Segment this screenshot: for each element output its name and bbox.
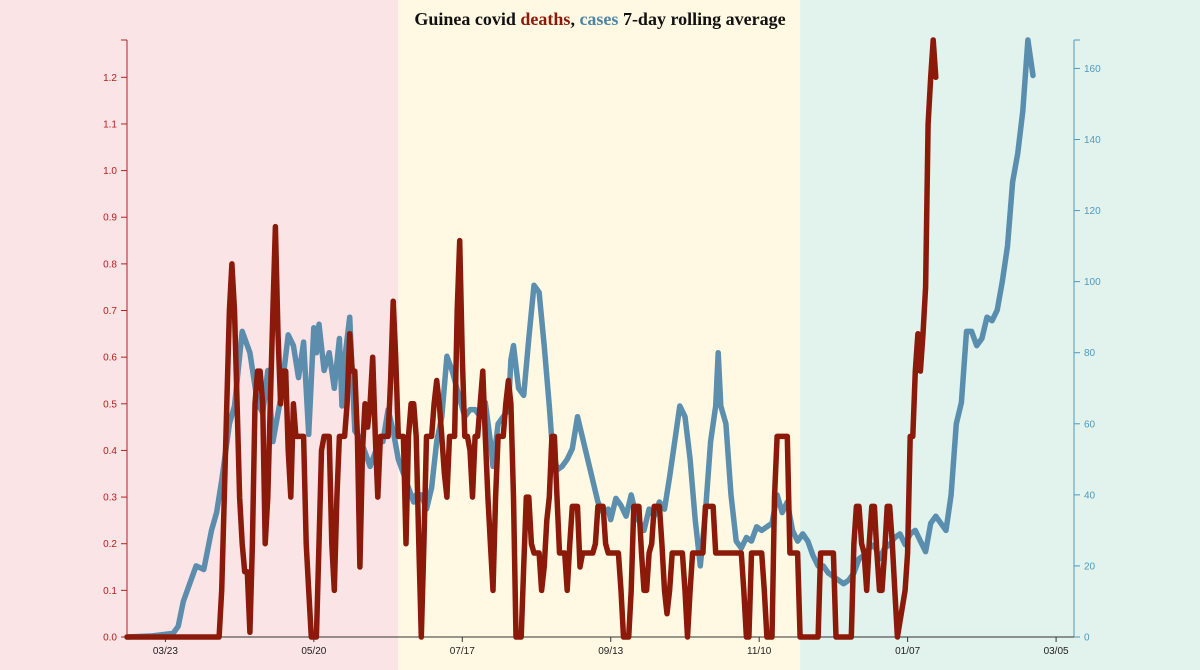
right-axis-tick-label: 80 [1084,348,1096,359]
title-separator: , [570,9,579,29]
left-axis-tick-label: 0.7 [103,306,117,317]
left-axis-tick-label: 0.3 [103,493,117,504]
x-axis: 03/23 05/20 07/17 09/13 11/10 01/07 03/05 [127,636,1074,657]
background-band-2 [398,0,801,670]
background-band-3 [800,0,1200,670]
left-axis-tick-label: 0.5 [103,399,117,410]
left-axis-tick-label: 0.9 [103,213,117,224]
x-axis-tick-label: 05/20 [301,646,326,657]
chart-title: Guinea covid deaths, cases 7-day rolling… [414,9,785,29]
left-axis-tick-label: 0.0 [103,633,117,644]
left-axis-tick-label: 0.2 [103,539,117,550]
right-axis-tick-label: 40 [1084,490,1096,501]
x-axis-tick-label: 01/07 [895,646,920,657]
left-axis-tick-label: 0.4 [103,446,117,457]
left-axis-tick-label: 0.6 [103,353,117,364]
title-suffix: 7-day rolling average [618,9,785,29]
left-axis-tick-label: 1.1 [103,119,117,130]
right-axis-tick-label: 20 [1084,561,1096,572]
left-y-axis: 0.0 0.1 0.2 0.3 0.4 0.5 0.6 0.7 0.8 0.9 1.0 1.1 1.2 [103,39,128,644]
right-y-axis: 0 20 40 60 80 100 120 140 160 [1073,39,1101,644]
title-deaths-word: deaths [520,9,570,29]
left-axis-tick-label: 0.8 [103,259,117,270]
left-axis-tick-label: 1.2 [103,73,117,84]
left-axis-tick-label: 1.0 [103,166,117,177]
deaths-series-line [124,37,939,640]
right-axis-tick-label: 140 [1084,135,1101,146]
right-axis-tick-label: 100 [1084,277,1101,288]
x-axis-tick-label: 03/23 [153,646,178,657]
x-axis-tick-label: 09/13 [598,646,623,657]
series-lines [124,37,1036,640]
right-axis-tick-label: 60 [1084,419,1096,430]
right-axis-tick-label: 160 [1084,64,1101,75]
title-cases-word: cases [579,9,618,29]
title-prefix: Guinea covid [414,9,520,29]
x-axis-tick-label: 07/17 [450,646,475,657]
left-axis-tick-label: 0.1 [103,586,117,597]
right-axis-tick-label: 0 [1084,633,1090,644]
x-axis-tick-label: 11/10 [747,646,772,657]
x-axis-tick-label: 03/05 [1044,646,1069,657]
right-axis-tick-label: 120 [1084,206,1101,217]
